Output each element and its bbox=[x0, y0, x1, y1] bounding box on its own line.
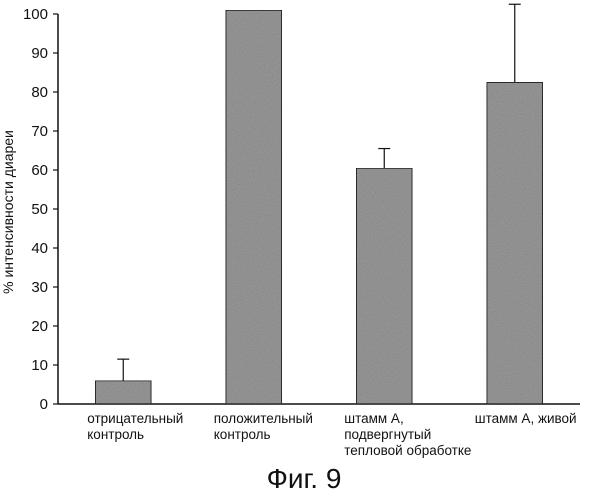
bar bbox=[94, 379, 152, 405]
category-label: контроль bbox=[214, 427, 271, 442]
bar bbox=[486, 81, 544, 405]
bar bbox=[355, 167, 413, 405]
category-label: отрицательный bbox=[87, 411, 183, 426]
y-tick-label: 40 bbox=[31, 240, 48, 257]
y-tick-label: 50 bbox=[31, 201, 48, 218]
y-axis-title: % интенсивности диареи bbox=[0, 130, 16, 294]
bars bbox=[94, 9, 544, 405]
y-tick-label: 10 bbox=[31, 357, 48, 374]
category-label: контроль bbox=[87, 427, 144, 442]
category-label: штамм А, bbox=[344, 411, 403, 426]
y-tick-label: 70 bbox=[31, 123, 48, 140]
y-tick-label: 0 bbox=[40, 396, 48, 413]
category-label: подвергнутый bbox=[344, 427, 431, 442]
category-label: штамм А, живой bbox=[475, 411, 577, 426]
category-label: тепловой обработке bbox=[344, 443, 471, 458]
y-tick-label: 90 bbox=[31, 45, 48, 62]
error-bars bbox=[117, 3, 521, 381]
y-tick-label: 100 bbox=[23, 6, 48, 23]
bar bbox=[225, 9, 283, 405]
y-tick-label: 20 bbox=[31, 318, 48, 335]
category-labels: отрицательныйконтрольположительныйконтро… bbox=[87, 411, 576, 458]
category-label: положительный bbox=[214, 411, 313, 426]
y-tick-label: 80 bbox=[31, 84, 48, 101]
y-tick-label: 30 bbox=[31, 279, 48, 296]
y-tick-label: 60 bbox=[31, 162, 48, 179]
figure-caption: Фиг. 9 bbox=[267, 463, 342, 494]
axes: 0 10 20 30 40 50 60 70 80 90 100 bbox=[23, 6, 580, 413]
